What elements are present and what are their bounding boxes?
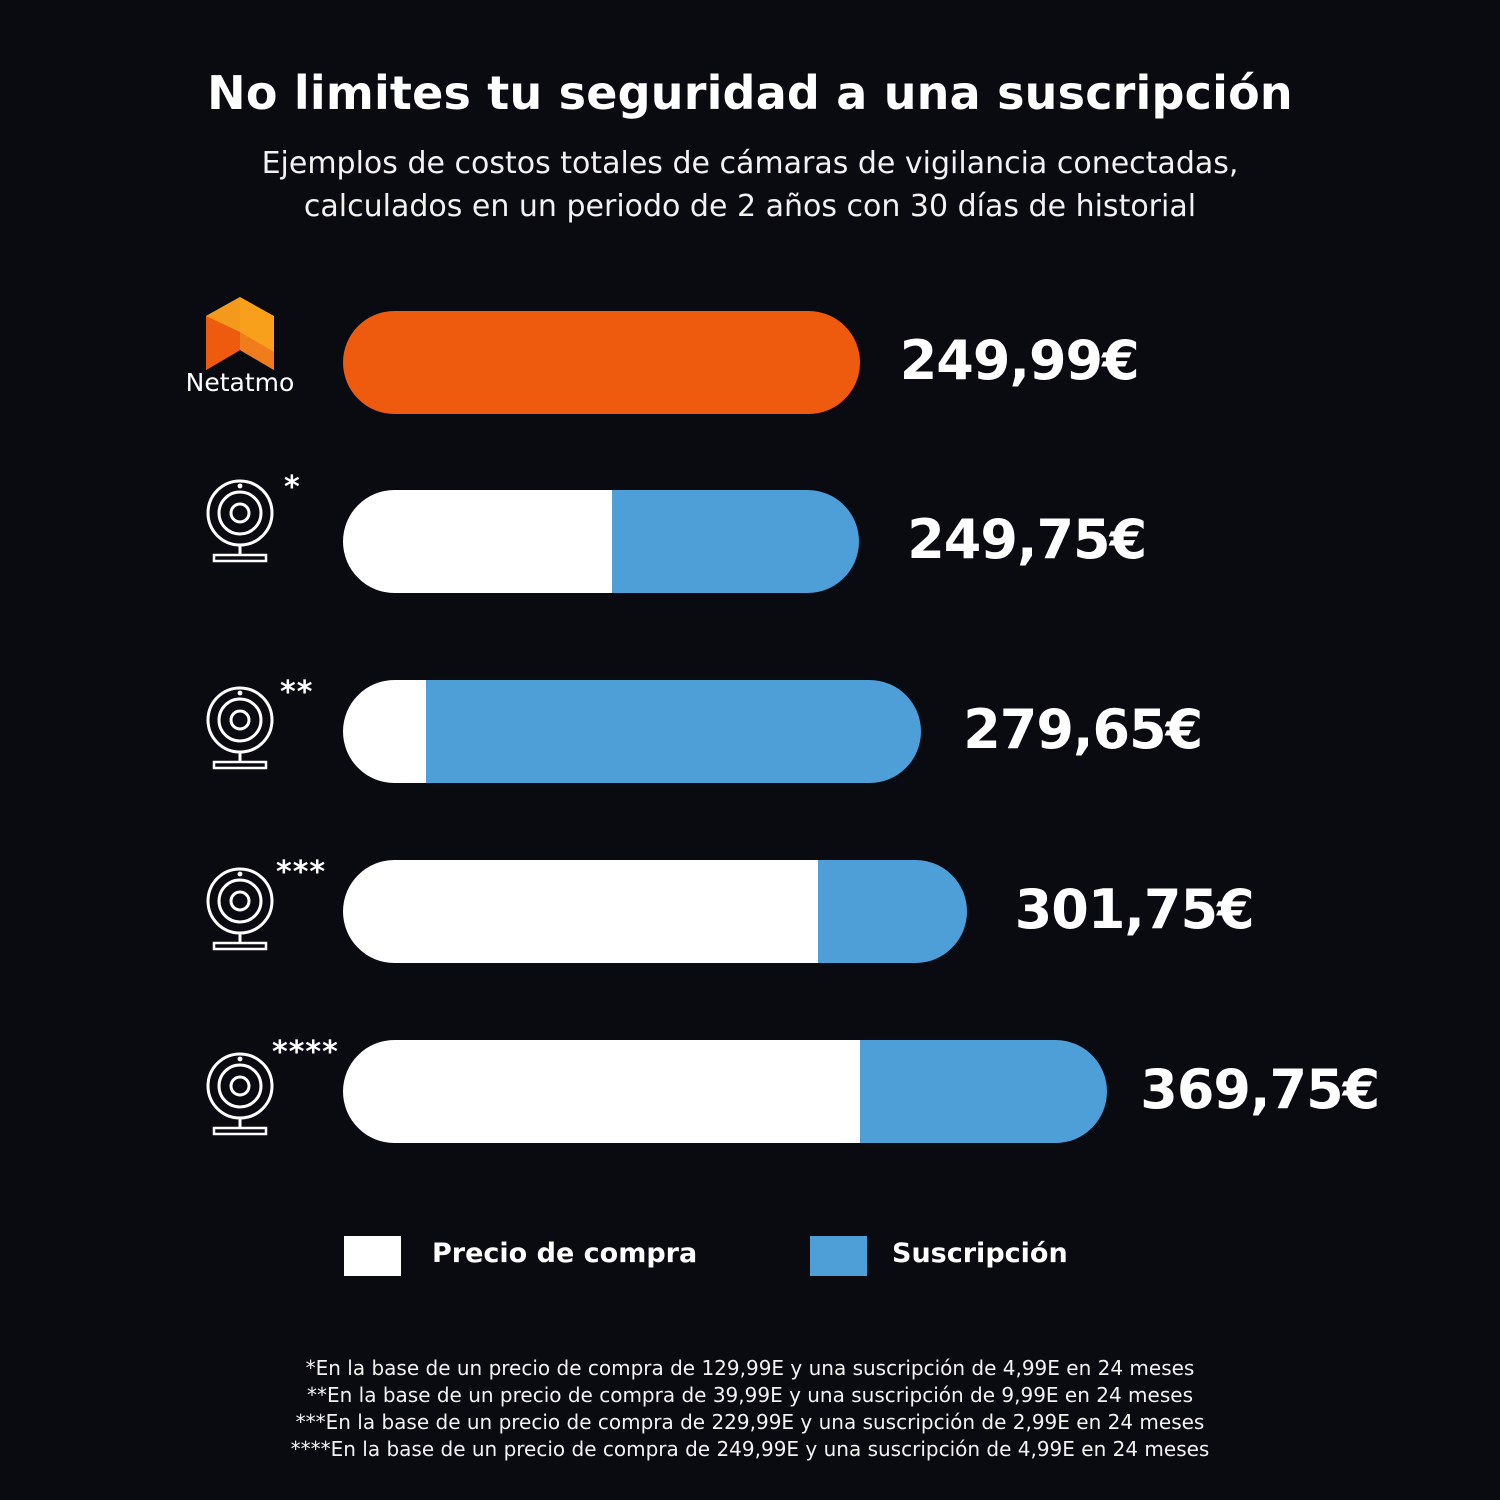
camera-icon (206, 1052, 274, 1136)
bar-camera-1 (343, 490, 860, 593)
bar-segment-subscription (425, 680, 922, 783)
footnote-marker: ** (280, 675, 314, 710)
bar-segment-netatmo (343, 311, 860, 414)
footnote-2: **En la base de un precio de compra de 3… (306, 1383, 1193, 1407)
bar-camera-3 (343, 860, 967, 963)
legend-label-purchase: Precio de compra (432, 1238, 698, 1269)
camera-icon (206, 479, 274, 563)
bar-segment-purchase (343, 490, 612, 593)
netatmo-logo-text: Netatmo (185, 368, 295, 397)
total-label: 369,75€ (1140, 1058, 1380, 1121)
footnote-marker: * (284, 470, 301, 505)
bar-camera-4 (343, 1040, 1108, 1143)
netatmo-logo-icon (206, 297, 274, 370)
total-label: 301,75€ (1014, 878, 1255, 941)
footnote-4: ****En la base de un precio de compra de… (290, 1437, 1210, 1461)
legend-swatch-purchase (344, 1236, 401, 1276)
total-label: 249,75€ (907, 508, 1147, 571)
bar-netatmo (343, 311, 860, 414)
footnote-marker: **** (272, 1035, 339, 1070)
netatmo-logo: Netatmo (175, 292, 305, 407)
bar-segment-purchase (343, 680, 426, 783)
subtitle-line-2: calculados en un periodo de 2 años con 3… (303, 189, 1197, 224)
bar-segment-purchase (343, 860, 819, 963)
footnote-3: ***En la base de un precio de compra de … (295, 1410, 1205, 1434)
legend-label-subscription: Suscripción (892, 1238, 1068, 1269)
total-label: 249,99€ (899, 329, 1140, 392)
bar-segment-subscription (611, 490, 860, 593)
footnote-1: *En la base de un precio de compra de 12… (305, 1356, 1195, 1380)
total-label: 279,65€ (963, 698, 1203, 761)
bar-segment-subscription (818, 860, 967, 963)
bar-segment-subscription (859, 1040, 1108, 1143)
bar-camera-2 (343, 680, 922, 783)
camera-icon (206, 867, 274, 951)
legend-swatch-subscription (810, 1236, 867, 1276)
page-title: No limites tu seguridad a una suscripció… (207, 66, 1293, 120)
bar-segment-purchase (343, 1040, 860, 1143)
footnote-marker: *** (276, 855, 327, 890)
subtitle-line-1: Ejemplos de costos totales de cámaras de… (261, 146, 1239, 181)
camera-icon (206, 686, 274, 770)
